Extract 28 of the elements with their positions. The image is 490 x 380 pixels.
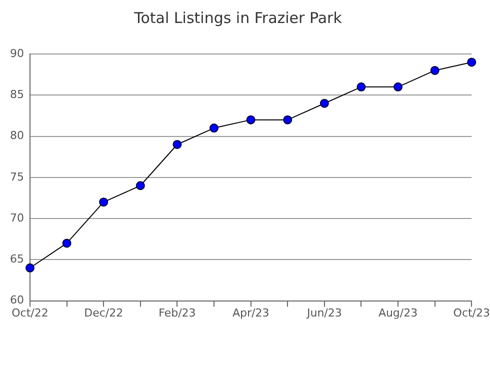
x-tick-label: Feb/23 [158,306,196,320]
point [246,115,256,124]
point [210,124,219,133]
point [430,66,440,75]
x-tick-label: Apr/23 [232,306,270,320]
y-tick-label: 70 [10,211,24,224]
chart-title: Total Listings in Frazier Park [133,8,342,27]
point [394,82,403,92]
point [99,198,108,207]
y-tick-label: 60 [10,294,24,307]
point [467,58,476,67]
x-tick-label: Jun/23 [306,306,342,320]
point [25,263,34,272]
y-tick-label: 75 [10,170,24,184]
x-tick-label: Oct/22 [12,306,48,320]
y-tick-label: 65 [10,252,24,266]
x-tick-label: Dec/22 [84,306,124,320]
y-tick-label: 85 [10,88,24,101]
y-tick-label: 80 [10,129,24,142]
point [62,238,72,248]
y-tick-label: 90 [10,46,24,60]
point [356,82,366,92]
point [283,115,292,124]
x-tick-label: Aug/23 [378,306,418,320]
point [136,181,145,190]
point [320,98,329,108]
x-tick-label: Oct/23 [453,306,490,320]
point [172,140,182,149]
